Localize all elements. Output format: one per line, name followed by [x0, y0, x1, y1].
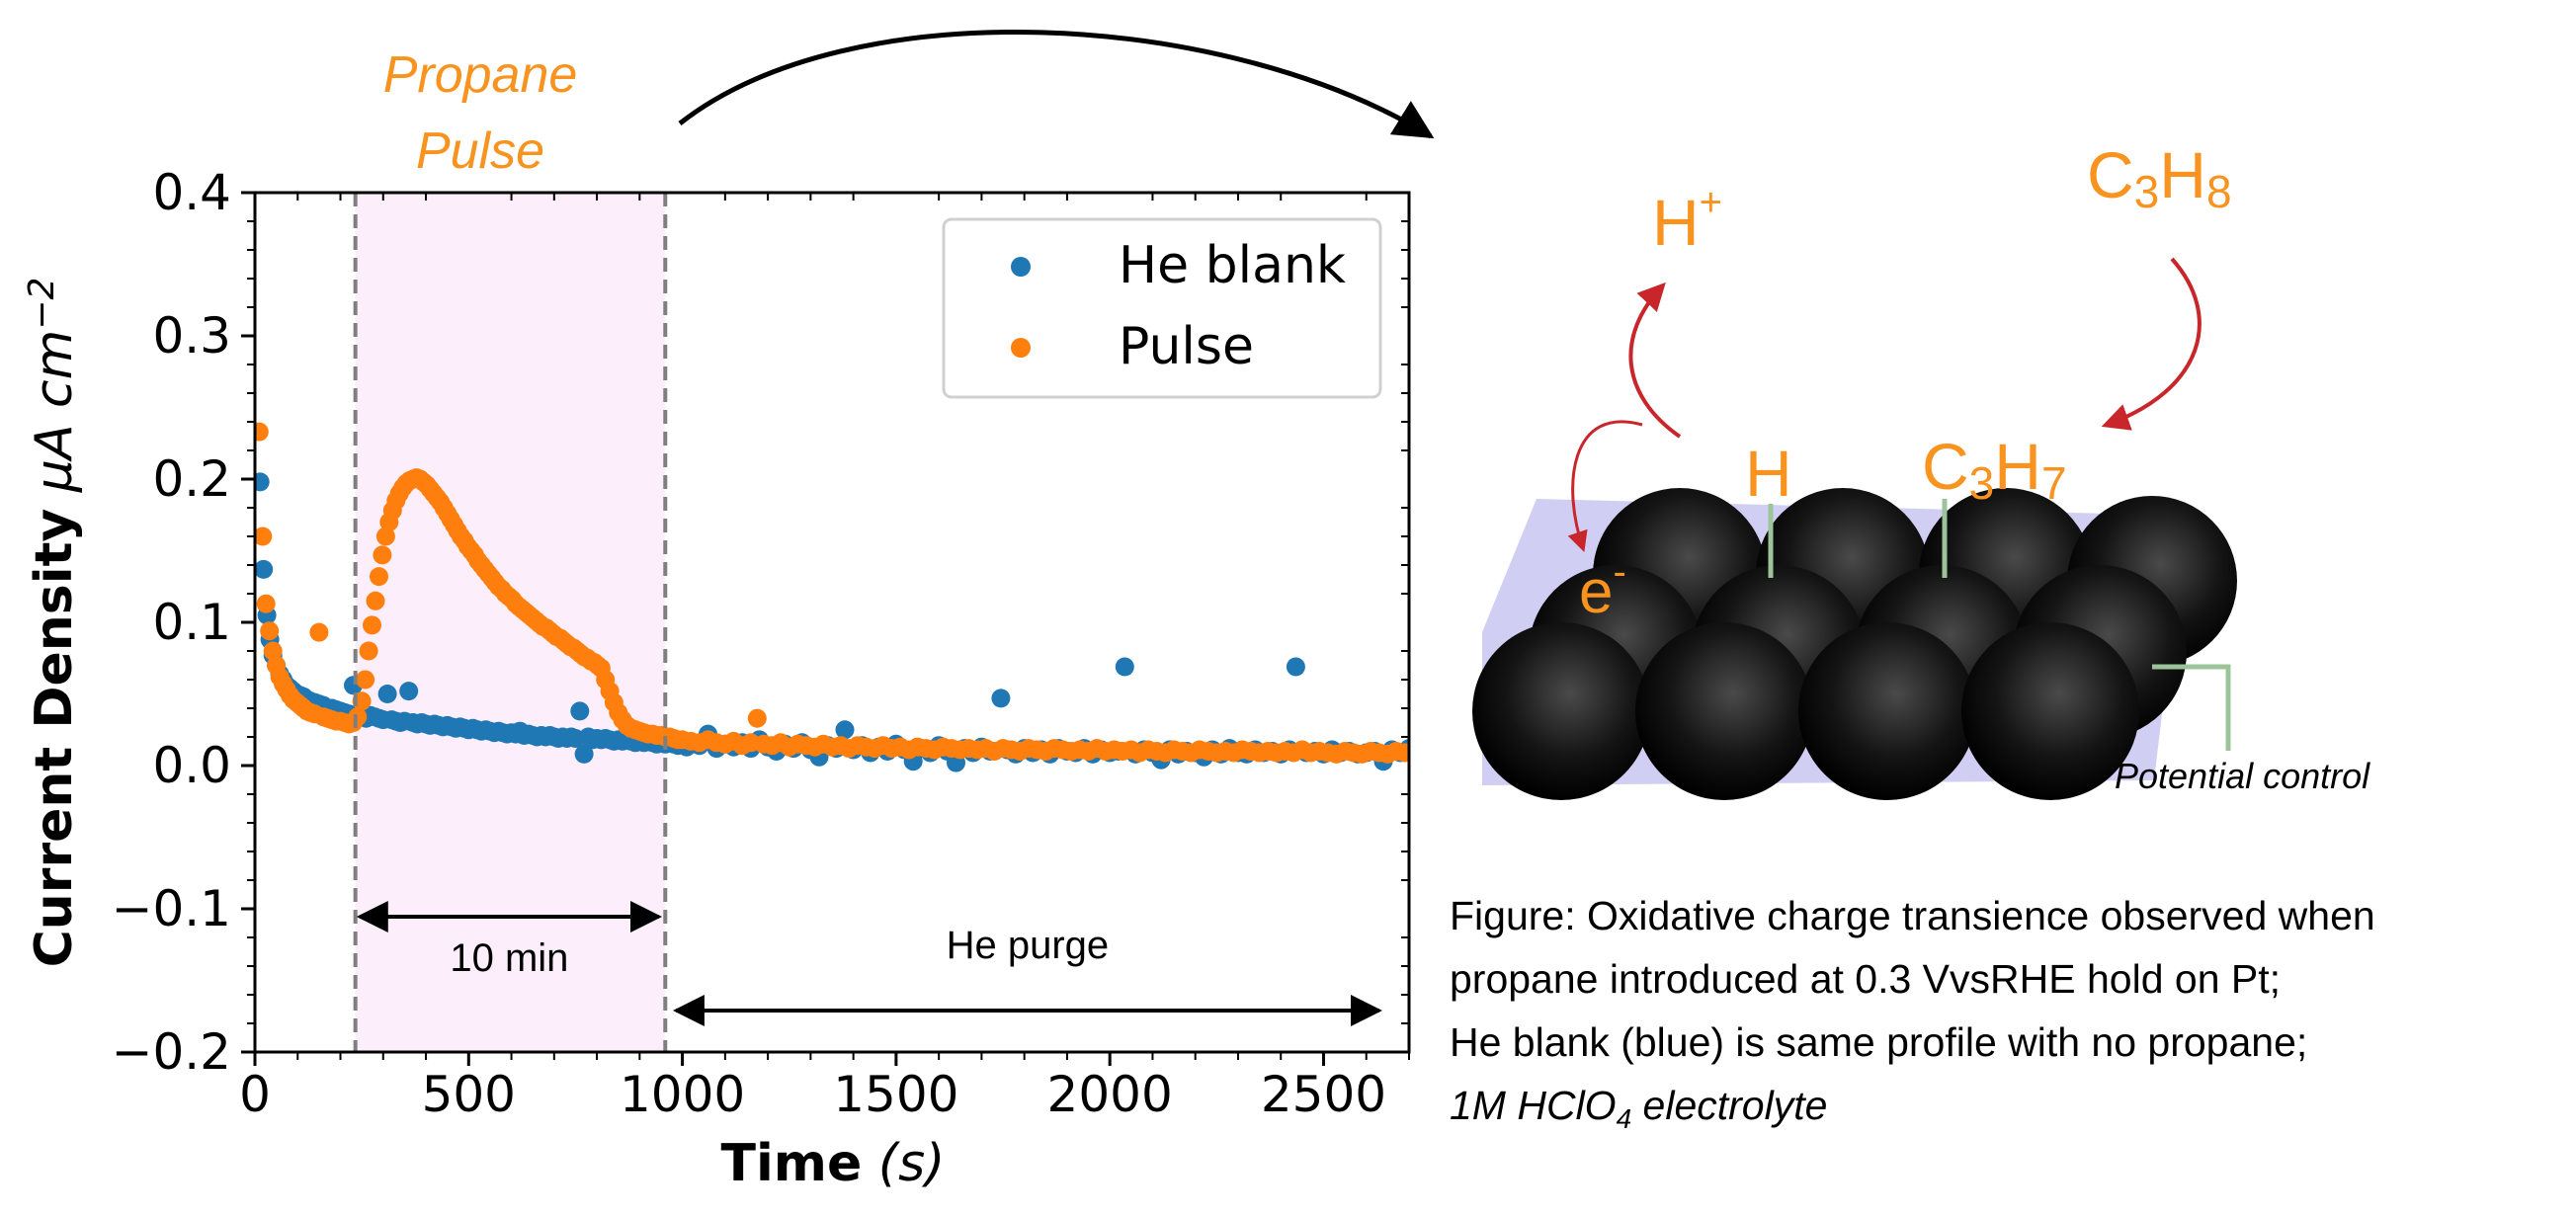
pulse-point: [747, 708, 767, 728]
h-plus-label: H+: [1652, 181, 1722, 259]
axis-ticks: 0 500 1000 1500 2000 2500 −0.2 −0.1 0.0 0.1 0.2 0.3…: [112, 164, 1410, 1123]
y-tick-label: 0.0: [152, 737, 231, 794]
he-blank-point: [377, 685, 397, 703]
pulse-point: [366, 591, 385, 610]
x-tick-label: 0: [239, 1066, 271, 1123]
x-tick-label: 2500: [1261, 1066, 1386, 1123]
pulse-point: [263, 641, 283, 661]
he-blank-point: [399, 682, 419, 701]
surface-illustration: H+ C3H8 H C3H7 e- Potential control: [1472, 138, 2370, 800]
legend-label-pulse: Pulse: [1119, 317, 1254, 376]
pulse-point: [373, 545, 392, 565]
y-tick-label: 0.3: [152, 307, 231, 365]
c3h8-label: C3H8: [2087, 138, 2232, 217]
he-blank-point: [991, 689, 1011, 708]
data-points: [255, 422, 1409, 772]
pulse-point: [255, 422, 269, 442]
y-tick-label: 0.2: [152, 450, 231, 508]
pulse-point: [356, 670, 375, 690]
legend-marker-pulse: [1011, 338, 1031, 358]
pulse-point: [370, 567, 388, 587]
figure-caption: Figure: Oxidative charge transience obse…: [1450, 884, 2566, 1151]
pulse-point: [309, 622, 329, 642]
he-blank-point: [574, 744, 594, 764]
potential-control-wire: [2152, 664, 2231, 751]
caption-line-3: He blank (blue) is same profile with no …: [1450, 1019, 2308, 1065]
y-axis-label: Current Density μA cm−2: [22, 278, 84, 968]
pulse-point: [375, 527, 395, 546]
h-plus-release-arrow: [1628, 282, 1682, 439]
propane-adsorb-arrow: [2101, 257, 2202, 431]
x-tick-label: 2000: [1047, 1066, 1173, 1123]
pulse-point: [348, 707, 368, 727]
pulse-point: [359, 641, 378, 661]
propane-label-line2: Pulse: [416, 122, 544, 180]
atom: [1635, 622, 1813, 800]
pulse-point: [1395, 743, 1409, 763]
pulse-point: [256, 594, 276, 613]
caption-line-1: Figure: Oxidative charge transience obse…: [1450, 893, 2375, 938]
atom: [1472, 622, 1650, 800]
he-blank-point: [255, 472, 270, 492]
c3h7-adsorbate-label: C3H7: [1922, 430, 2067, 509]
legend-box: [942, 217, 1382, 399]
y-tick-label: 0.4: [152, 164, 231, 221]
he-blank-point: [1286, 657, 1305, 677]
y-tick-label: −0.2: [112, 1023, 231, 1081]
chart: 0 500 1000 1500 2000 2500 −0.2 −0.1 0.0 0.1 0.2 0.3…: [22, 46, 1411, 1193]
y-tick-label: 0.1: [152, 594, 231, 651]
atom: [1961, 622, 2139, 800]
y-tick-label: −0.1: [112, 880, 231, 937]
he-blank-point: [255, 559, 274, 579]
he-blank-point: [835, 720, 855, 740]
he-blank-point: [1115, 657, 1134, 677]
electron-transfer-arrow: [1567, 420, 1643, 552]
x-tick-label: 1500: [833, 1066, 958, 1123]
electron-label: e-: [1579, 550, 1626, 626]
connector-arrow: [678, 29, 1435, 139]
legend: He blank Pulse: [942, 217, 1382, 399]
pulse-window-shading: [355, 193, 666, 1052]
caption-line-4: 1M HClO4 electrolyte: [1450, 1083, 1828, 1135]
legend-marker-he-blank: [1011, 257, 1031, 277]
legend-label-he-blank: He blank: [1119, 236, 1346, 295]
h-adsorbate-label: H: [1745, 437, 1792, 510]
potential-control-label: Potential control: [2115, 756, 2370, 796]
propane-label-line1: Propane: [383, 46, 578, 104]
he-blank-point: [570, 701, 590, 721]
atom: [1798, 622, 1976, 800]
pulse-point: [255, 527, 273, 546]
x-tick-label: 500: [422, 1066, 516, 1123]
pulse-point: [363, 615, 381, 635]
x-tick-label: 1000: [620, 1066, 745, 1123]
caption-line-2: propane introduced at 0.3 VvsRHE hold on…: [1450, 956, 2282, 1002]
he-purge-label: He purge: [947, 924, 1110, 967]
ten-min-label: 10 min: [450, 936, 568, 980]
pulse-point: [260, 621, 280, 641]
x-axis-label: Time (s): [721, 1134, 946, 1193]
